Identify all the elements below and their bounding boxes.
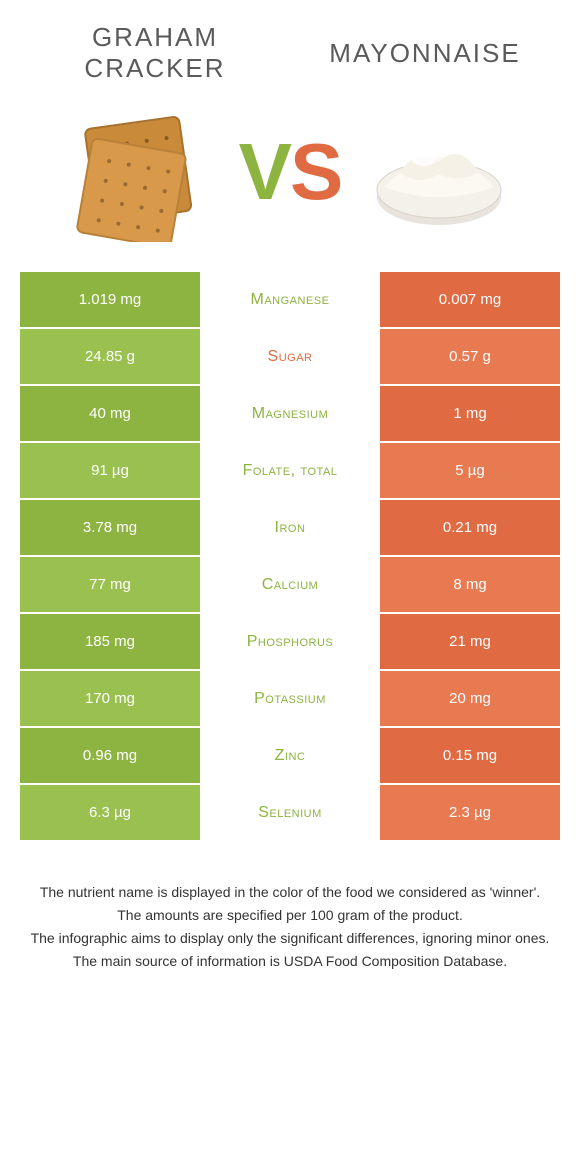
right-value: 0.57 g (380, 329, 560, 386)
nutrient-label: Folate, total (200, 443, 380, 500)
table-row: 170 mgPotassium20 mg (20, 671, 560, 728)
right-value: 1 mg (380, 386, 560, 443)
right-value: 0.15 mg (380, 728, 560, 785)
images-row: VS (20, 102, 560, 242)
vs-label: VS (239, 126, 342, 218)
nutrient-label: Manganese (200, 272, 380, 329)
left-value: 77 mg (20, 557, 200, 614)
right-value: 8 mg (380, 557, 560, 614)
footer-notes: The nutrient name is displayed in the co… (20, 882, 560, 972)
right-food-image (351, 102, 526, 242)
left-value: 185 mg (20, 614, 200, 671)
table-row: 185 mgPhosphorus21 mg (20, 614, 560, 671)
nutrient-label: Zinc (200, 728, 380, 785)
left-value: 0.96 mg (20, 728, 200, 785)
graham-cracker-icon (61, 102, 221, 242)
left-food-title: Graham cracker (20, 22, 290, 84)
left-value: 3.78 mg (20, 500, 200, 557)
table-row: 0.96 mgZinc0.15 mg (20, 728, 560, 785)
nutrient-label: Potassium (200, 671, 380, 728)
table-row: 40 mgMagnesium1 mg (20, 386, 560, 443)
nutrient-label: Calcium (200, 557, 380, 614)
left-food-image (54, 102, 229, 242)
nutrient-label: Phosphorus (200, 614, 380, 671)
nutrient-label: Iron (200, 500, 380, 557)
footer-line-2: The amounts are specified per 100 gram o… (30, 905, 550, 926)
table-row: 1.019 mgManganese0.007 mg (20, 272, 560, 329)
table-row: 24.85 gSugar0.57 g (20, 329, 560, 386)
table-row: 6.3 µgSelenium2.3 µg (20, 785, 560, 842)
left-value: 170 mg (20, 671, 200, 728)
left-value: 40 mg (20, 386, 200, 443)
right-value: 20 mg (380, 671, 560, 728)
vs-v: V (239, 126, 290, 218)
header-titles: Graham cracker Mayonnaise (20, 22, 560, 84)
right-value: 5 µg (380, 443, 560, 500)
left-value: 6.3 µg (20, 785, 200, 842)
right-value: 0.21 mg (380, 500, 560, 557)
right-food-title: Mayonnaise (290, 38, 560, 69)
table-row: 3.78 mgIron0.21 mg (20, 500, 560, 557)
table-row: 77 mgCalcium8 mg (20, 557, 560, 614)
footer-line-4: The main source of information is USDA F… (30, 951, 550, 972)
nutrient-label: Selenium (200, 785, 380, 842)
footer-line-3: The infographic aims to display only the… (30, 928, 550, 949)
footer-line-1: The nutrient name is displayed in the co… (30, 882, 550, 903)
left-value: 24.85 g (20, 329, 200, 386)
right-value: 21 mg (380, 614, 560, 671)
nutrition-table: 1.019 mgManganese0.007 mg24.85 gSugar0.5… (20, 272, 560, 842)
nutrient-label: Magnesium (200, 386, 380, 443)
vs-s: S (290, 126, 341, 218)
left-value: 91 µg (20, 443, 200, 500)
nutrient-label: Sugar (200, 329, 380, 386)
right-value: 0.007 mg (380, 272, 560, 329)
mayonnaise-icon (359, 112, 519, 232)
left-value: 1.019 mg (20, 272, 200, 329)
table-row: 91 µgFolate, total5 µg (20, 443, 560, 500)
right-value: 2.3 µg (380, 785, 560, 842)
